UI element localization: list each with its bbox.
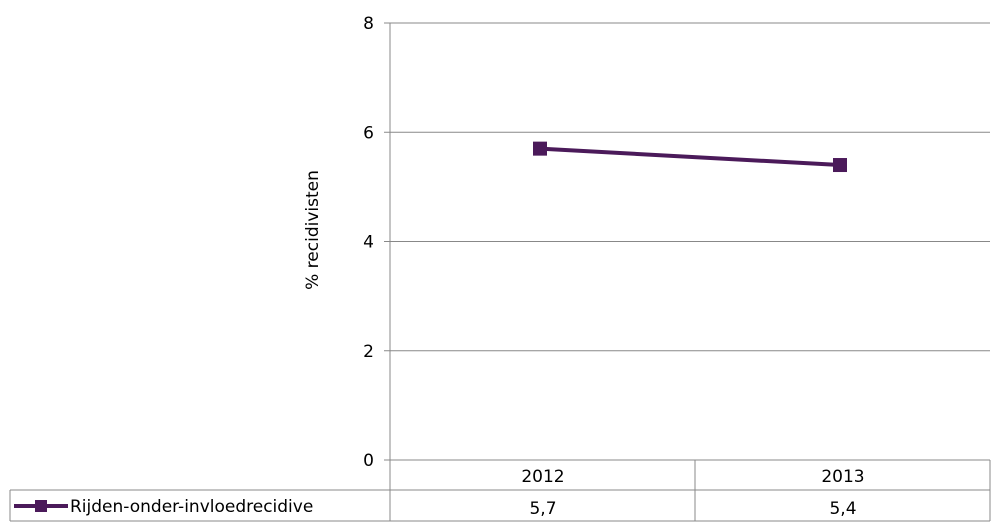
category-label-2012: 2012 <box>521 467 564 487</box>
y-tick-label-6: 6 <box>363 123 374 143</box>
category-label-2013: 2013 <box>821 467 864 487</box>
gridlines <box>384 22 990 461</box>
value-label-2012: 5,7 <box>529 499 556 519</box>
y-tick-label-2: 2 <box>363 342 374 362</box>
y-tick-label-8: 8 <box>363 14 374 34</box>
legend-square-marker <box>35 500 47 512</box>
data-point-2012 <box>533 141 547 156</box>
y-axis-label: % recidivisten <box>303 170 323 290</box>
data-table: Rijden-onder-invloedrecidive 2012 2013 5… <box>9 459 991 522</box>
legend-series-name: Rijden-onder-invloedrecidive <box>70 497 313 517</box>
data-point-2013 <box>833 158 847 173</box>
y-tick-label-4: 4 <box>363 233 374 253</box>
value-label-2013: 5,4 <box>829 499 856 519</box>
series-line <box>539 146 841 168</box>
y-tick-label-0: 0 <box>363 451 374 471</box>
y-tick-labels: 0 2 4 6 8 <box>363 14 374 471</box>
series-rijden-onder-invloedrecidive <box>533 141 847 173</box>
